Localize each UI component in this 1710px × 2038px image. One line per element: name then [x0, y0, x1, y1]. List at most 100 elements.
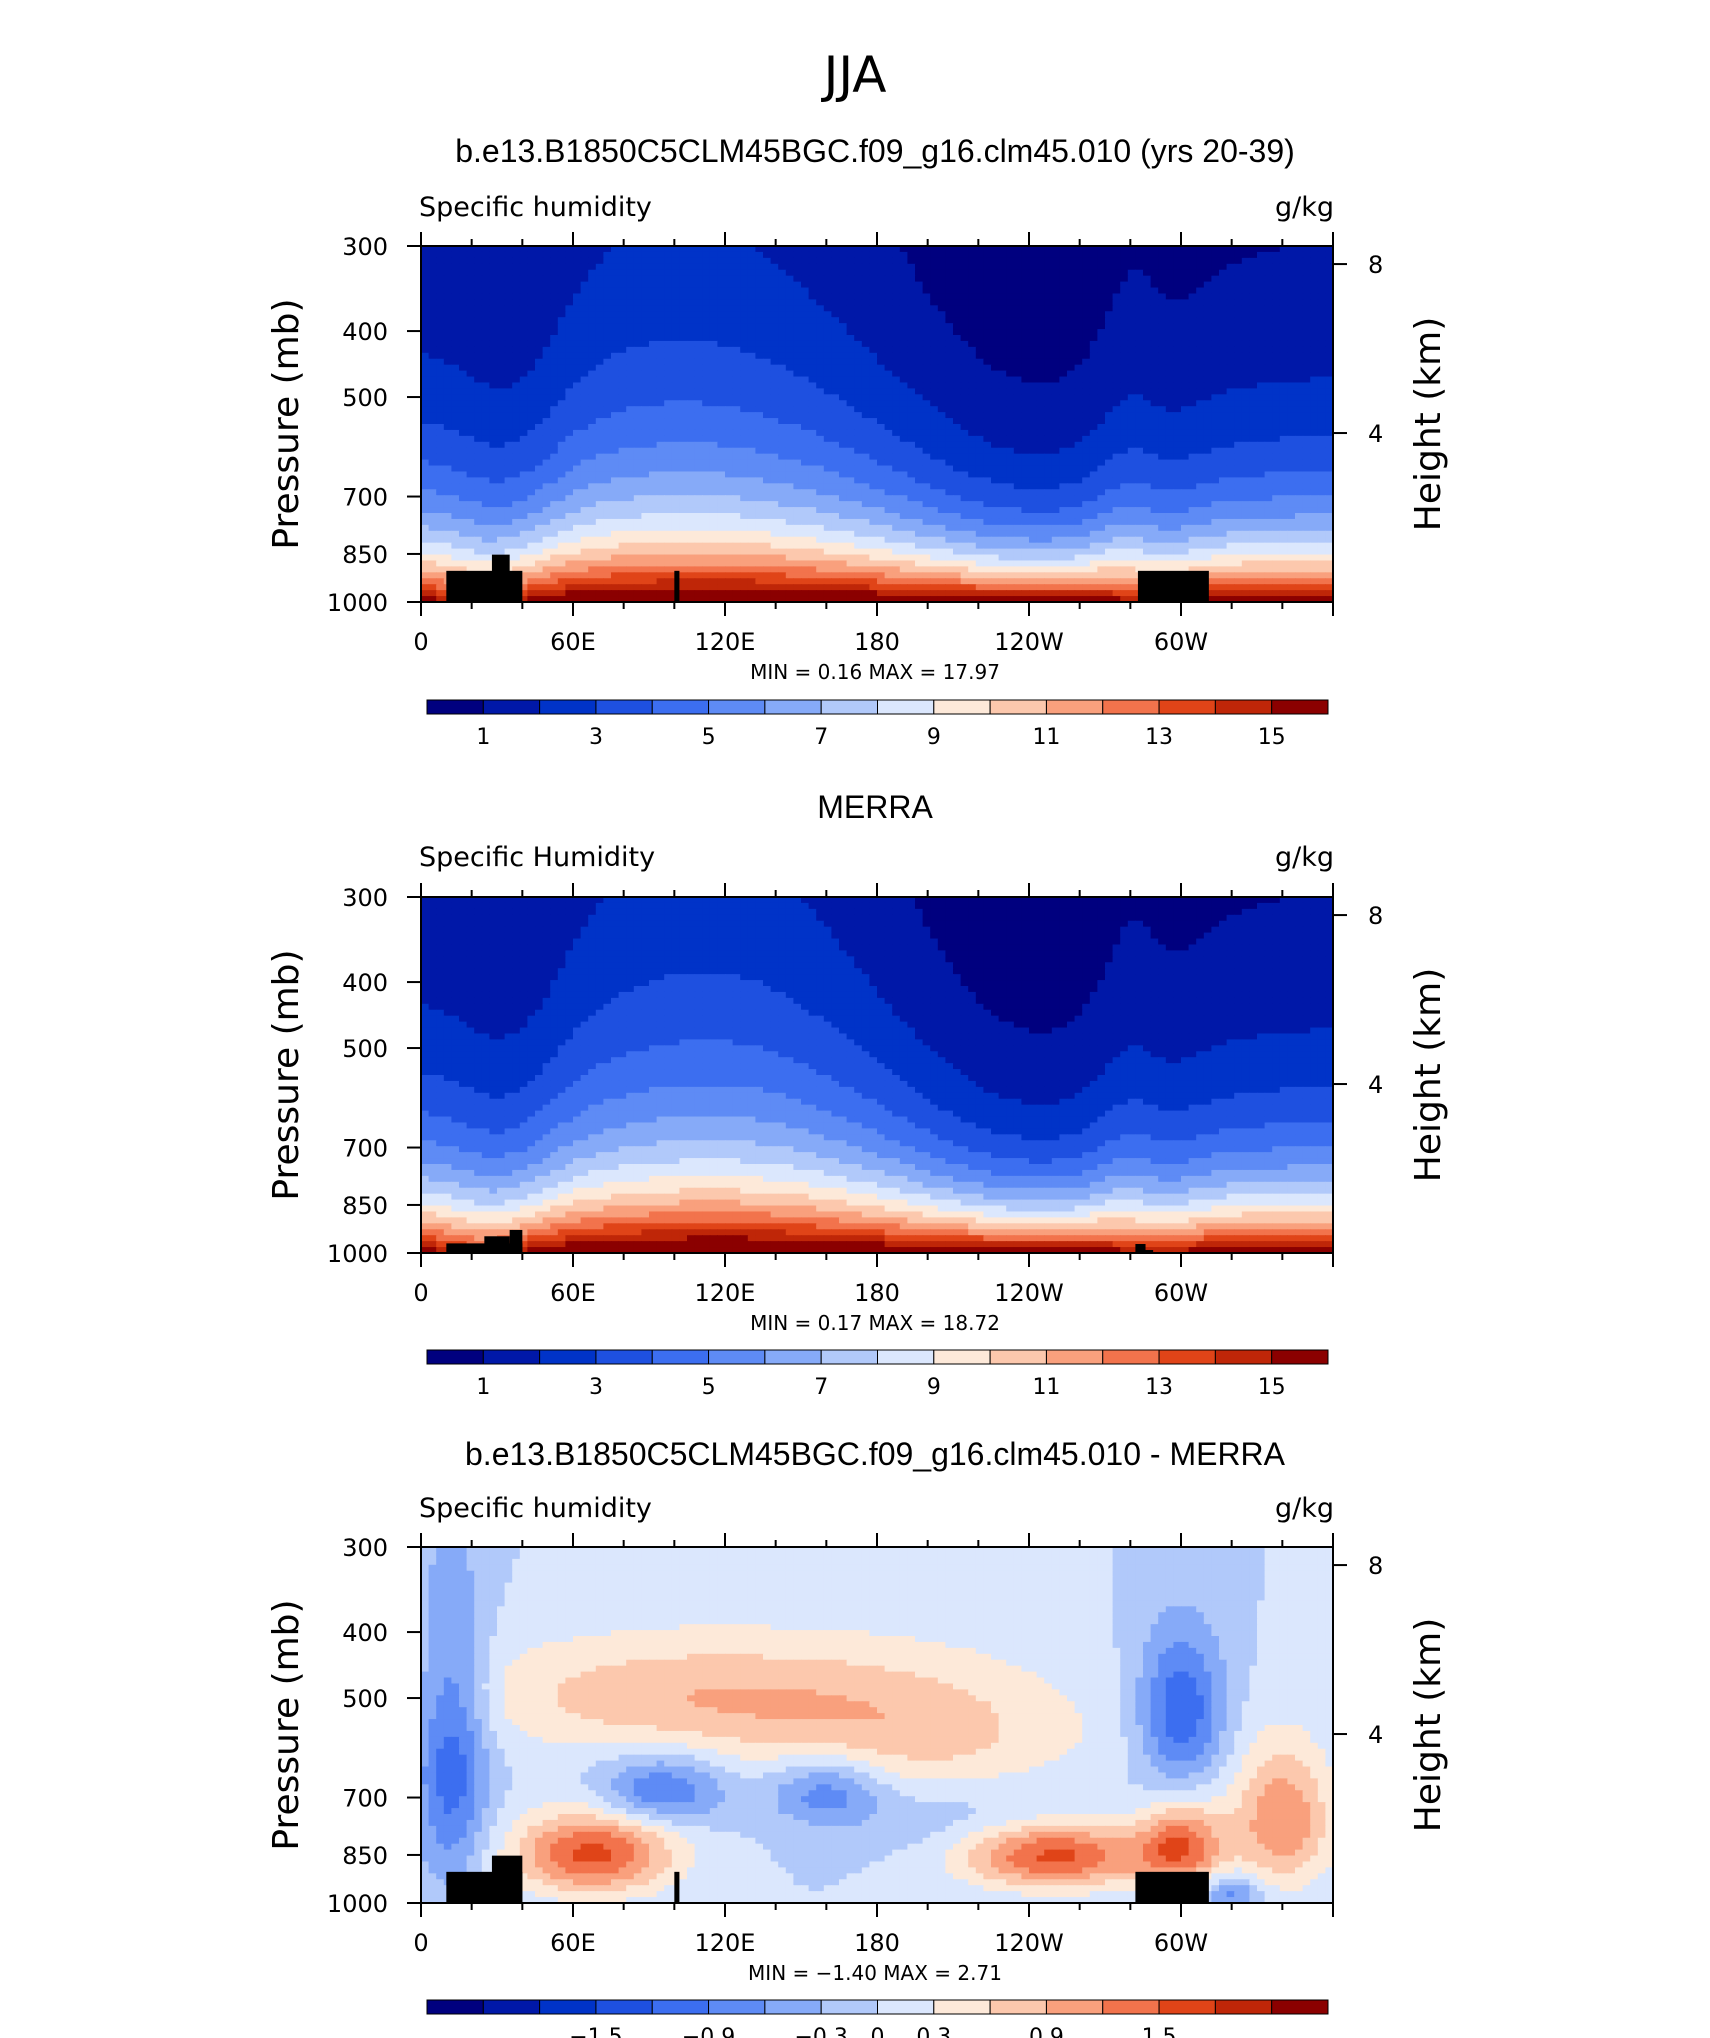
contour-cell: [755, 346, 764, 354]
contour-cell: [1029, 346, 1038, 354]
contour-cell: [557, 376, 566, 384]
contour-cell: [633, 441, 642, 449]
contour-cell: [1211, 299, 1220, 306]
contour-cell: [459, 251, 468, 259]
contour-cell: [443, 459, 452, 467]
contour-cell: [785, 447, 794, 455]
contour-cell: [1211, 418, 1220, 425]
contour-cell: [519, 246, 528, 253]
contour-cell: [1325, 471, 1334, 478]
contour-cell: [1158, 418, 1167, 425]
contour-cell: [983, 471, 992, 478]
contour-cell: [861, 370, 870, 378]
contour-cell: [968, 394, 977, 401]
contour-cell: [459, 441, 468, 449]
contour-cell: [1051, 346, 1060, 354]
contour-cell: [770, 388, 779, 395]
contour-cell: [656, 305, 665, 312]
contour-cell: [421, 287, 430, 295]
contour-cell: [1059, 453, 1068, 461]
contour-cell: [953, 251, 962, 259]
contour-cell: [451, 275, 460, 283]
contour-cell: [459, 335, 468, 342]
contour-cell: [1279, 246, 1288, 253]
contour-cell: [755, 275, 764, 283]
contour-cell: [983, 376, 992, 384]
contour-cell: [1241, 447, 1250, 455]
contour-cell: [1120, 305, 1129, 312]
contour-cell: [1310, 429, 1319, 437]
contour-cell: [907, 364, 916, 372]
contour-cell: [588, 376, 597, 384]
contour-cell: [1097, 299, 1106, 306]
contour-cell: [1317, 246, 1326, 253]
contour-cell: [816, 305, 825, 312]
contour-cell: [907, 424, 916, 431]
contour-cell: [816, 483, 825, 490]
contour-cell: [1006, 418, 1015, 425]
contour-cell: [1089, 323, 1098, 330]
contour-cell: [626, 287, 635, 295]
contour-cell: [1219, 441, 1228, 449]
contour-cell: [907, 418, 916, 425]
contour-cell: [451, 299, 460, 306]
contour-cell: [550, 471, 559, 478]
contour-cell: [618, 424, 627, 431]
contour-cell: [1226, 483, 1235, 490]
contour-cell: [1249, 483, 1258, 490]
contour-cell: [1257, 287, 1266, 295]
contour-cell: [968, 335, 977, 342]
contour-cell: [687, 269, 696, 277]
contour-cell: [504, 335, 513, 342]
contour-cell: [717, 269, 726, 277]
contour-cell: [922, 287, 931, 295]
contour-cell: [1135, 251, 1144, 259]
contour-cell: [861, 394, 870, 401]
contour-cell: [1029, 441, 1038, 449]
contour-cell: [1264, 293, 1273, 300]
contour-cell: [1249, 305, 1258, 312]
contour-cell: [1105, 459, 1114, 467]
contour-cell: [877, 335, 886, 342]
contour-cell: [1188, 400, 1197, 407]
contour-cell: [740, 364, 749, 372]
contour-cell: [679, 251, 688, 259]
contour-cell: [428, 311, 437, 318]
contour-cell: [930, 376, 939, 384]
contour-cell: [884, 311, 893, 318]
contour-cell: [793, 287, 802, 295]
contour-cell: [1249, 406, 1258, 413]
contour-cell: [702, 269, 711, 277]
contour-cell: [1051, 424, 1060, 431]
contour-cell: [968, 400, 977, 407]
contour-cell: [1074, 281, 1083, 289]
contour-cell: [519, 424, 528, 431]
contour-cell: [770, 311, 779, 318]
contour-cell: [474, 435, 483, 443]
contour-cell: [1120, 346, 1129, 354]
contour-cell: [611, 424, 620, 431]
contour-cell: [770, 358, 779, 366]
contour-cell: [1219, 424, 1228, 431]
contour-cell: [1051, 246, 1060, 253]
contour-cell: [519, 251, 528, 259]
contour-cell: [854, 352, 863, 360]
contour-cell: [1059, 471, 1068, 478]
contour-cell: [443, 412, 452, 419]
contour-cell: [557, 311, 566, 318]
contour-cell: [1325, 275, 1334, 283]
contour-cell: [945, 251, 954, 259]
contour-cell: [519, 406, 528, 413]
contour-cell: [466, 287, 475, 295]
contour-cell: [595, 459, 604, 467]
contour-cell: [1044, 335, 1053, 342]
contour-cell: [633, 388, 642, 395]
contour-cell: [1272, 346, 1281, 354]
contour-cell: [1120, 471, 1129, 478]
contour-cell: [998, 311, 1007, 318]
contour-cell: [1044, 447, 1053, 455]
contour-cell: [755, 465, 764, 473]
contour-cell: [1310, 329, 1319, 336]
contour-cell: [1272, 406, 1281, 413]
contour-cell: [968, 364, 977, 372]
